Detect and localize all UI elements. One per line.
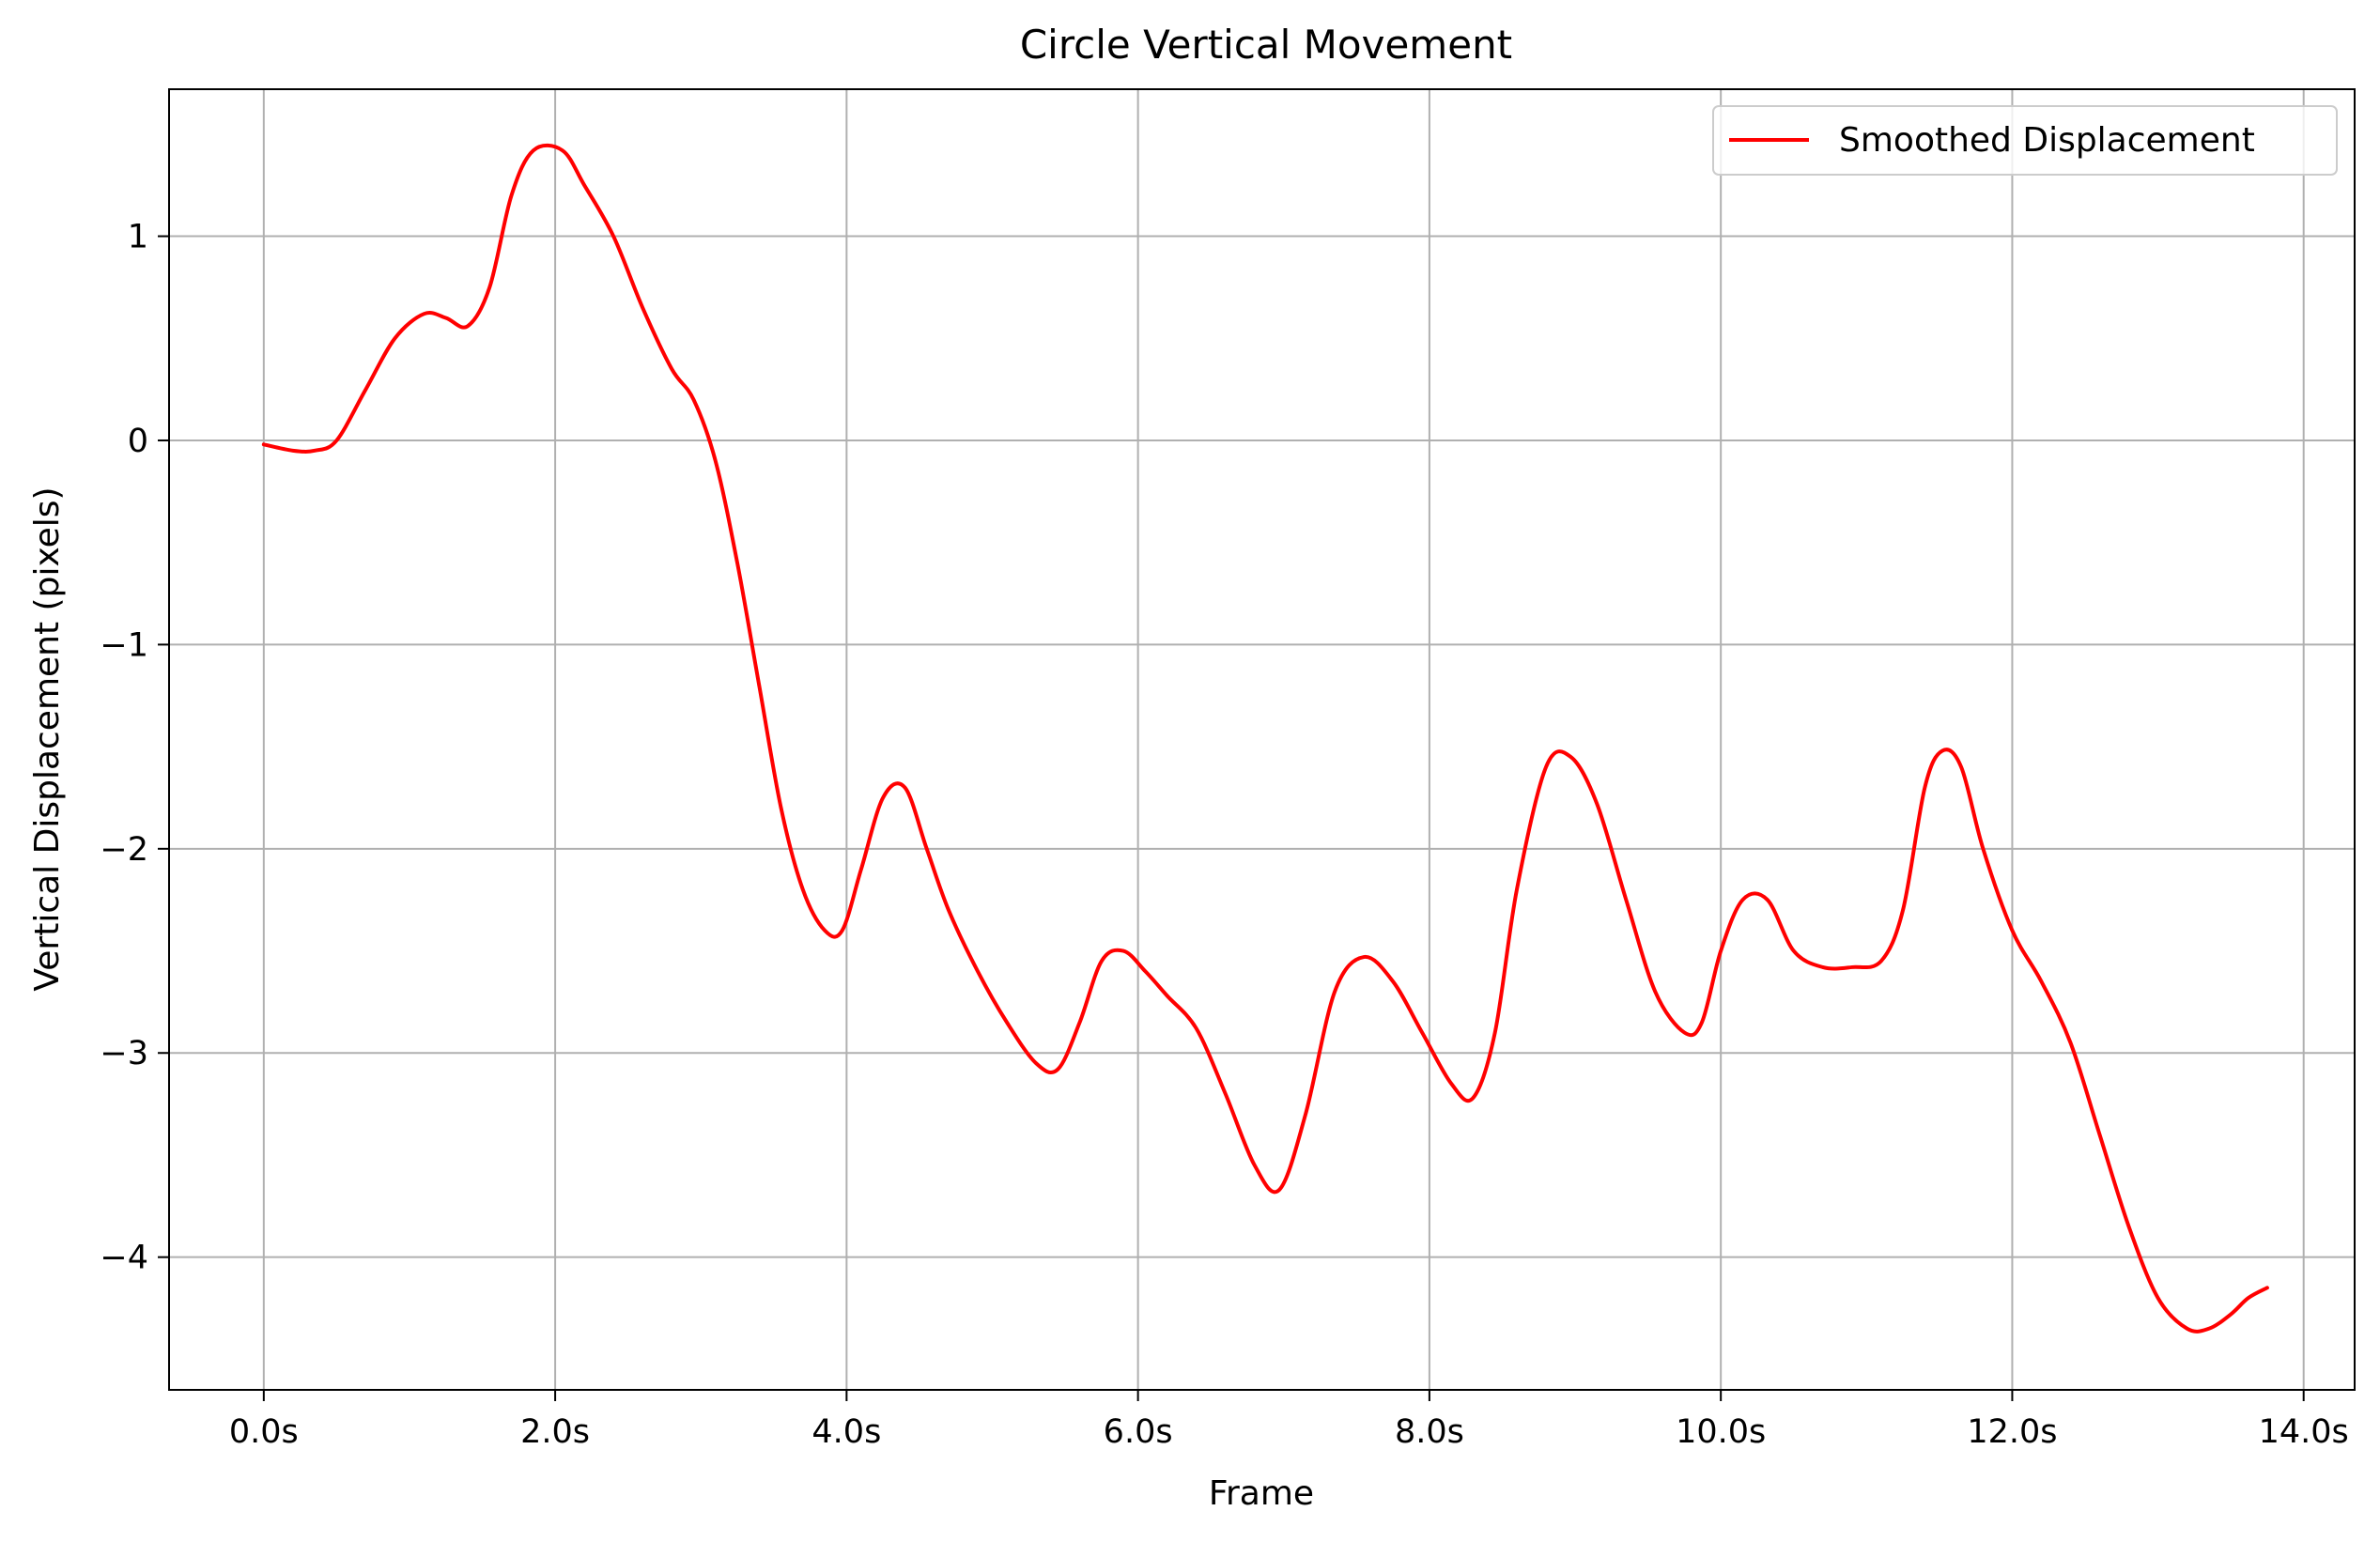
grid-lines (169, 89, 2355, 1390)
y-tick-label: −1 (100, 626, 148, 664)
x-tick-label: 4.0s (811, 1413, 881, 1451)
legend-box (1712, 105, 2338, 176)
axis-ticks: 0.0s 2.0s 4.0s 6.0s 8.0s 10.0s 12.0s 14.0s 1 0 −1 −… (100, 219, 2348, 1451)
x-tick-label: 2.0s (520, 1413, 590, 1451)
legend: Smoothed Displacement (1712, 105, 2338, 176)
x-tick-label: 12.0s (1967, 1413, 2057, 1451)
plot-series-layer (261, 143, 2269, 1334)
x-tick-label: 0.0s (229, 1413, 299, 1451)
y-tick-label: −2 (100, 831, 148, 869)
y-tick-label: 0 (128, 423, 148, 460)
y-axis-label: Vertical Displacement (pixels) (28, 486, 67, 991)
x-tick-label: 6.0s (1104, 1413, 1173, 1451)
y-tick-label: −3 (100, 1035, 148, 1072)
x-tick-label: 8.0s (1395, 1413, 1464, 1451)
legend-label: Smoothed Displacement (1839, 121, 2255, 160)
x-axis-label: Frame (1209, 1474, 1314, 1513)
chart-title: Circle Vertical Movement (1020, 22, 1512, 68)
plot-area-frame (168, 88, 2356, 1391)
x-tick-label: 10.0s (1676, 1413, 1766, 1451)
x-tick-label: 14.0s (2259, 1413, 2349, 1451)
series-line-smoothed-displacement (261, 143, 2269, 1334)
y-tick-label: 1 (128, 219, 148, 256)
y-tick-label: −4 (100, 1240, 148, 1277)
